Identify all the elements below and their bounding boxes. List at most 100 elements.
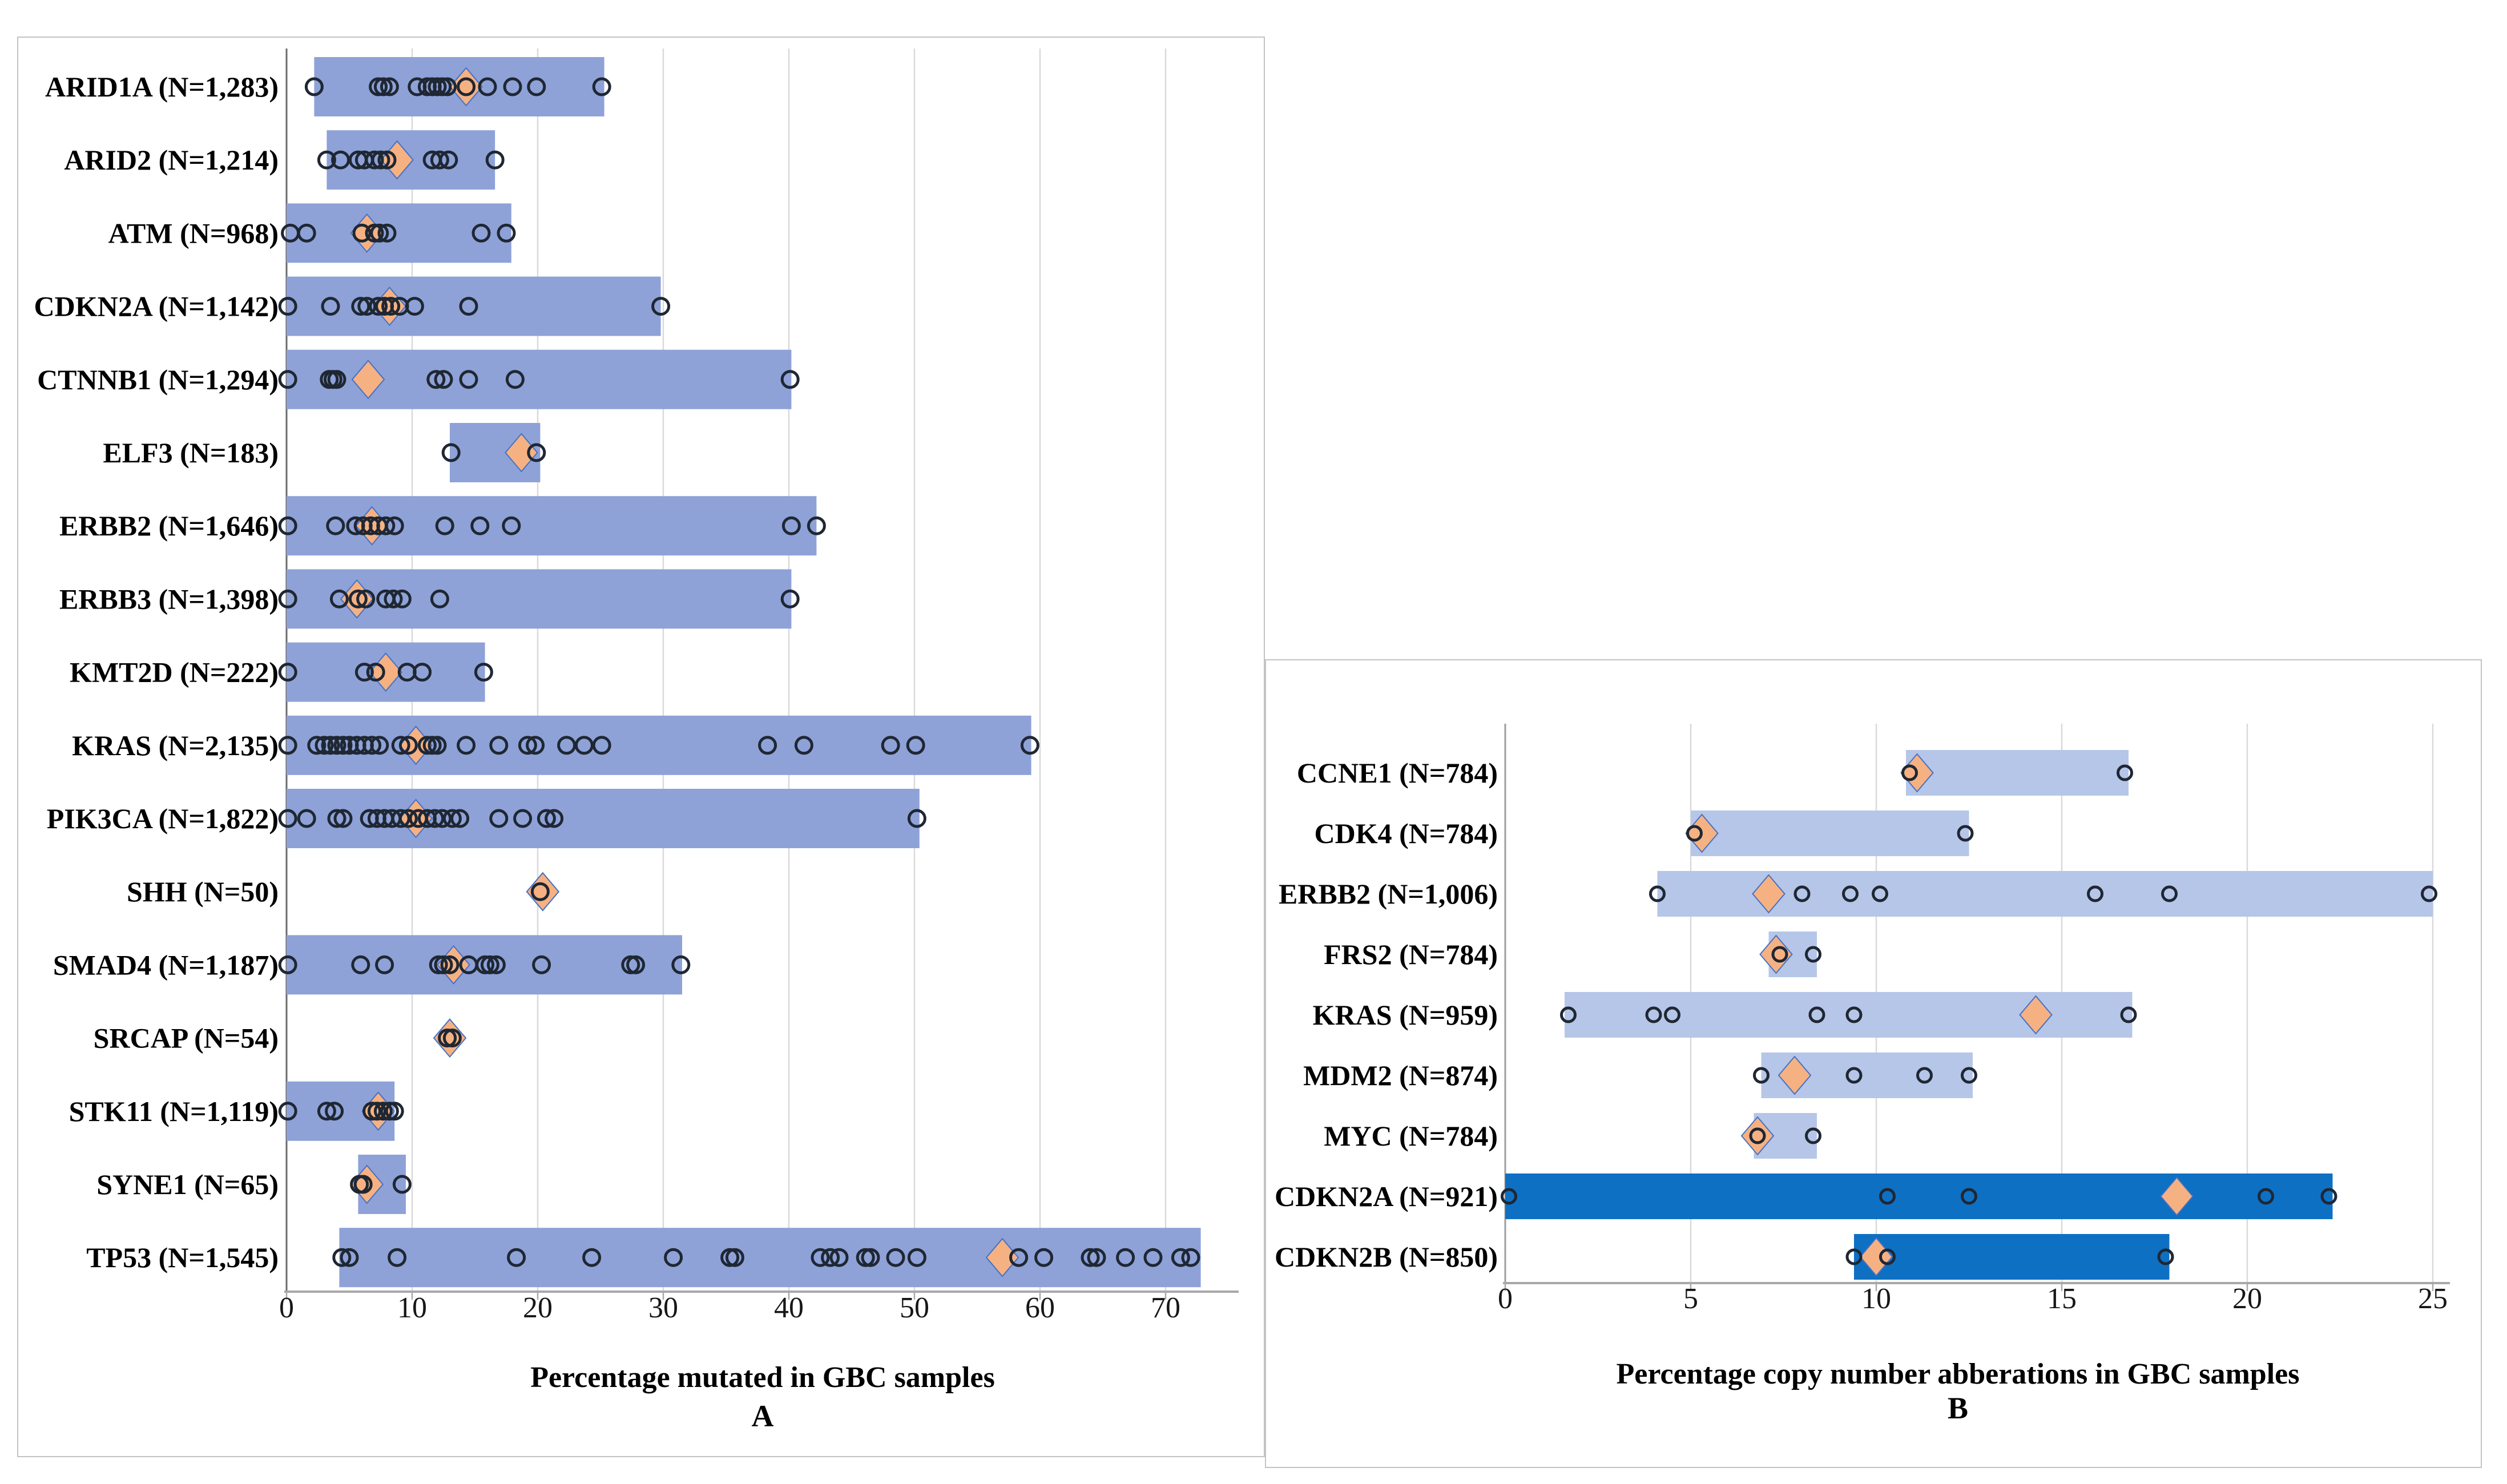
- gene-label: ARID2 (N=1,214): [64, 144, 279, 176]
- study-point: [278, 589, 297, 608]
- gene-label: SMAD4 (N=1,187): [53, 949, 279, 981]
- study-point: [357, 297, 377, 316]
- study-point: [1805, 946, 1821, 963]
- study-point: [1879, 1188, 1896, 1205]
- study-point: [1901, 764, 1918, 781]
- study-point: [794, 736, 813, 755]
- study-point: [758, 736, 777, 755]
- pooled-estimate-diamond: [1752, 874, 1785, 914]
- study-point: [1034, 1248, 1054, 1267]
- axis-tick-label: 0: [279, 1292, 294, 1324]
- study-point: [351, 297, 370, 316]
- study-point: [413, 663, 432, 682]
- study-point: [1753, 1067, 1770, 1084]
- study-point: [1771, 946, 1788, 963]
- study-point: [367, 1102, 386, 1121]
- study-point: [381, 297, 401, 316]
- study-point: [327, 736, 346, 755]
- gene-label: PIK3CA (N=1,822): [47, 803, 279, 834]
- study-point: [621, 955, 640, 974]
- study-point: [906, 736, 925, 755]
- study-point: [907, 809, 926, 828]
- study-point: [348, 589, 368, 608]
- study-point: [304, 77, 324, 96]
- study-point: [478, 77, 497, 96]
- study-point: [457, 736, 476, 755]
- study-point: [503, 77, 522, 96]
- study-point: [385, 516, 404, 535]
- study-point: [489, 736, 509, 755]
- study-point: [1808, 1006, 1825, 1023]
- study-point: [811, 1248, 830, 1267]
- study-point: [725, 1248, 744, 1267]
- study-point: [278, 516, 297, 535]
- study-point: [428, 736, 447, 755]
- study-point: [1749, 1127, 1766, 1144]
- study-point: [780, 589, 800, 608]
- study-point: [480, 955, 499, 974]
- study-point: [530, 882, 550, 901]
- study-point: [1957, 825, 1974, 842]
- study-point: [371, 150, 390, 170]
- study-point: [502, 516, 521, 535]
- study-point: [398, 809, 418, 828]
- study-point: [317, 1102, 336, 1121]
- study-point: [422, 736, 442, 755]
- study-point: [391, 736, 410, 755]
- study-point: [297, 223, 316, 243]
- gene-label: TP53 (N=1,545): [86, 1241, 279, 1273]
- study-point: [438, 77, 457, 96]
- gene-label: ERBB3 (N=1,398): [59, 583, 279, 615]
- range-bar: [1691, 810, 1969, 856]
- study-point: [507, 1248, 526, 1267]
- study-point: [354, 663, 374, 682]
- study-point: [1961, 1188, 1977, 1205]
- gene-label: ARID1A (N=1,283): [45, 71, 279, 103]
- gene-label: CDKN2B (N=850): [1275, 1241, 1498, 1273]
- study-point: [329, 589, 349, 608]
- gene-label: ERBB2 (N=1,646): [59, 510, 279, 542]
- study-point: [474, 663, 493, 682]
- study-point: [450, 809, 470, 828]
- study-point: [425, 809, 445, 828]
- study-point: [2157, 1248, 2174, 1265]
- gene-label: MDM2 (N=874): [1303, 1059, 1498, 1091]
- study-point: [1686, 825, 1703, 842]
- study-point: [907, 1248, 926, 1267]
- study-point: [537, 809, 556, 828]
- study-point: [392, 589, 412, 608]
- study-point: [376, 516, 396, 535]
- gene-label: SYNE1 (N=65): [96, 1168, 279, 1200]
- study-point: [807, 516, 826, 535]
- pooled-estimate-diamond: [1759, 934, 1793, 974]
- study-point: [1879, 1248, 1896, 1265]
- axis-tick-label: 20: [523, 1292, 553, 1324]
- study-point: [377, 150, 397, 170]
- study-point: [1845, 1067, 1863, 1084]
- study-point: [327, 809, 346, 828]
- study-point: [1645, 1006, 1662, 1023]
- study-point: [1143, 1248, 1163, 1267]
- study-point: [417, 736, 437, 755]
- study-point: [485, 150, 505, 170]
- study-point: [527, 443, 546, 462]
- study-point: [574, 736, 594, 755]
- gene-label: MYC (N=784): [1324, 1120, 1498, 1152]
- study-point: [434, 370, 453, 389]
- study-point: [471, 223, 491, 243]
- study-point: [856, 1248, 875, 1267]
- study-point: [380, 1102, 399, 1121]
- study-point: [356, 589, 376, 608]
- study-point: [886, 1248, 905, 1267]
- study-point: [441, 443, 461, 462]
- gene-label: STK11 (N=1,119): [69, 1095, 279, 1127]
- study-point: [278, 955, 297, 974]
- range-bar: [1657, 871, 2433, 917]
- panel-a-letter: A: [751, 1399, 774, 1433]
- study-point: [470, 516, 490, 535]
- study-point: [434, 955, 453, 974]
- study-point: [664, 1248, 683, 1267]
- study-point: [513, 809, 533, 828]
- study-point: [388, 1248, 407, 1267]
- study-point: [1181, 1248, 1200, 1267]
